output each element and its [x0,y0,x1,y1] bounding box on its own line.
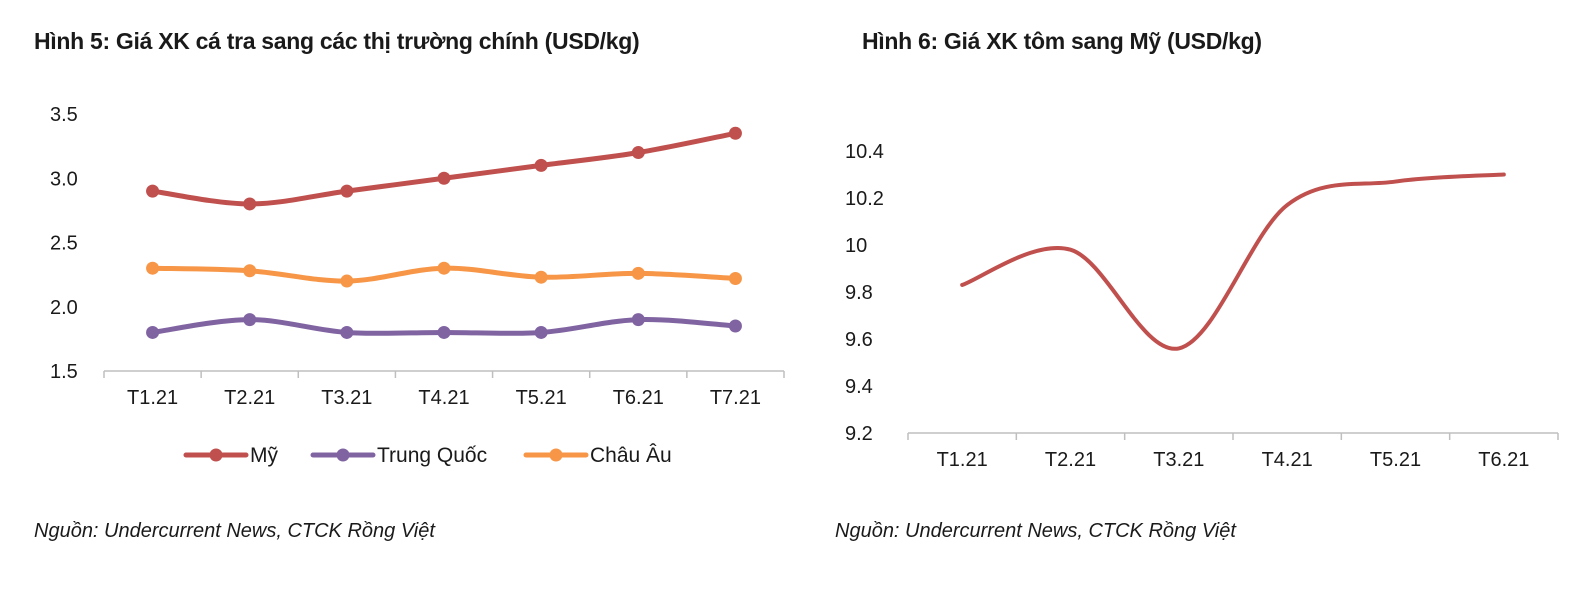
y-axis: 1.5 2.0 2.5 3.0 3.5 [50,104,78,383]
legend-swatch-marker [549,448,563,462]
x-tick-label: T1.21 [937,449,988,471]
chart-title: Hình 5: Giá XK cá tra sang các thị trườn… [34,28,640,54]
y-tick-label: 1.5 [50,361,78,383]
series-line [150,130,738,207]
y-tick-label: 9.2 [845,423,873,445]
legend-item: Trung Quốc [310,444,487,467]
data-point [728,271,742,285]
series-0 [146,126,742,211]
data-point [534,270,548,284]
chart-panel-shrimp: Hình 6: Giá XK tôm sang Mỹ (USD/kg) T1.2… [800,0,1596,612]
x-tick-label: T5.21 [1370,449,1421,471]
line-chart-shrimp: T1.21 T2.21 T3.21 T4.21 T5.21 T6.219.29.49.69… [845,141,1559,471]
y-tick-label: 9.6 [845,329,873,351]
x-tick-label: T3.21 [1153,449,1204,471]
x-tick-label: T4.21 [418,387,469,409]
legend-label: Mỹ [250,444,278,467]
chart-panel-fish: Hình 5: Giá XK cá tra sang các thị trườn… [34,28,785,542]
x-tick-label: T7.21 [710,387,761,409]
data-point [534,158,548,172]
y-tick-label: 10 [845,235,867,257]
x-tick-label: T4.21 [1262,449,1313,471]
y-axis: 9.2 9.4 9.6 9.8 10 10.2 10.4 [845,141,884,445]
y-tick-label: 2.5 [50,233,78,255]
series-2 [146,261,742,288]
x-tick-label: T3.21 [321,387,372,409]
x-tick-label: T6.21 [613,387,664,409]
data-point [631,313,645,327]
legend-swatch-marker [209,448,223,462]
x-axis: T1.21 T2.21 T3.21 T4.21 T5.21 T6.21 [907,432,1559,471]
line-chart-fish: T1.21 T2.21 T3.21 T4.21 T5.21 T6.21 T7.21 1.5 2.… [50,104,785,467]
data-point [146,325,160,339]
y-tick-label: 2.0 [50,297,78,319]
data-point [243,313,257,327]
legend-item: Châu Âu [523,444,672,467]
y-tick-label: 3.5 [50,104,78,126]
x-tick-label: T6.21 [1478,449,1529,471]
data-point [340,184,354,198]
legend-swatch-marker [336,448,350,462]
legend: Mỹ Trung Quốc Châu Âu [183,444,672,467]
data-point [146,184,160,198]
legend-label: Châu Âu [590,444,672,467]
data-point [243,264,257,278]
data-point [437,325,451,339]
data-point [437,261,451,275]
x-tick-label: T2.21 [224,387,275,409]
data-point [631,146,645,160]
y-tick-label: 9.4 [845,376,873,398]
y-tick-label: 3.0 [50,168,78,190]
data-point [728,126,742,140]
series-0 [960,172,1506,351]
x-tick-label: T5.21 [516,387,567,409]
y-tick-label: 10.2 [845,188,884,210]
series-1 [146,313,742,339]
series-line [960,172,1506,351]
data-point [728,319,742,333]
data-point [340,274,354,288]
data-point [340,325,354,339]
x-tick-label: T1.21 [127,387,178,409]
chart-title: Hình 6: Giá XK tôm sang Mỹ (USD/kg) [862,28,1262,54]
y-tick-label: 9.8 [845,282,873,304]
data-point [146,261,160,275]
chart-source: Nguồn: Undercurrent News, CTCK Rồng Việt [835,520,1236,542]
x-axis: T1.21 T2.21 T3.21 T4.21 T5.21 T6.21 T7.21 [103,370,785,409]
data-point [631,266,645,280]
legend-item: Mỹ [183,444,278,467]
data-point [437,171,451,185]
data-point [534,325,548,339]
legend-label: Trung Quốc [377,444,487,467]
data-point [243,197,257,211]
chart-source: Nguồn: Undercurrent News, CTCK Rồng Việt [34,520,435,542]
x-tick-label: T2.21 [1045,449,1096,471]
y-tick-label: 10.4 [845,141,884,163]
